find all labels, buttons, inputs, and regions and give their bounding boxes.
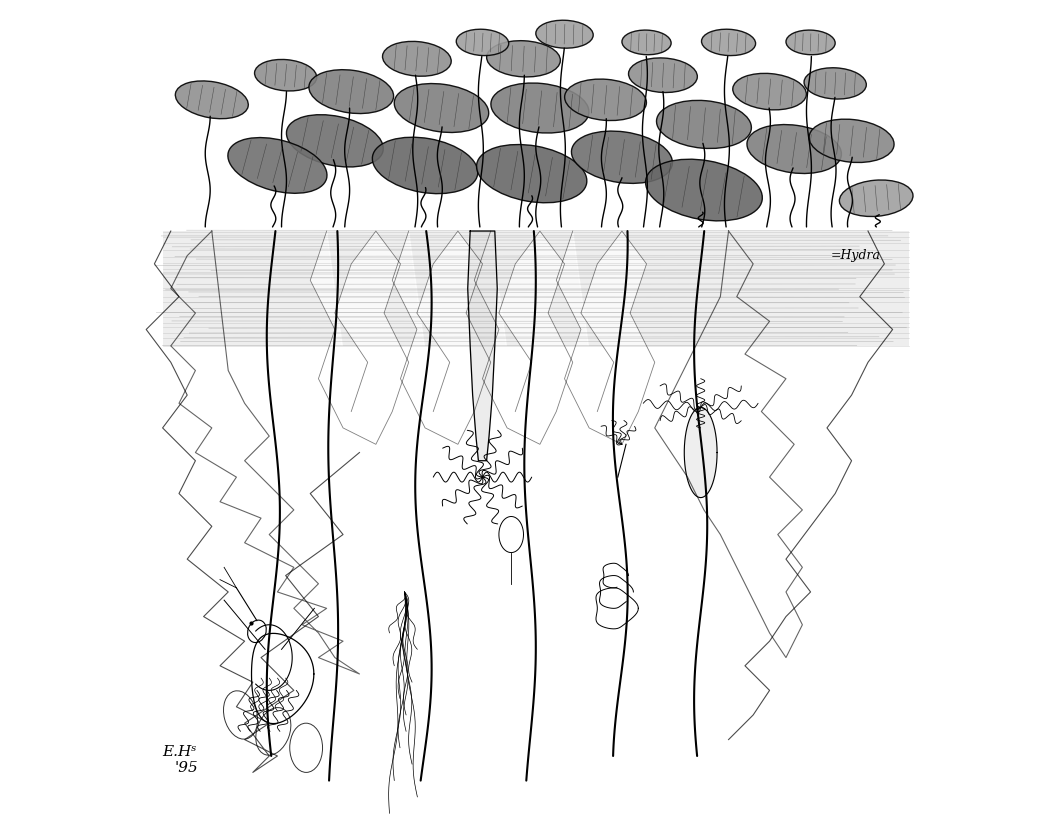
Text: E.Hˢ: E.Hˢ [162, 745, 197, 759]
Ellipse shape [175, 81, 248, 119]
Ellipse shape [747, 124, 842, 174]
Ellipse shape [564, 79, 646, 120]
Text: =Hydra: =Hydra [831, 249, 882, 263]
Ellipse shape [733, 73, 806, 110]
Ellipse shape [646, 159, 762, 221]
Ellipse shape [287, 114, 383, 167]
Ellipse shape [536, 21, 594, 49]
Ellipse shape [254, 59, 316, 91]
Ellipse shape [491, 83, 588, 133]
Polygon shape [310, 231, 408, 444]
Ellipse shape [628, 58, 697, 92]
Bar [162, 231, 909, 346]
Ellipse shape [487, 40, 560, 77]
Polygon shape [685, 407, 717, 498]
Text: '95: '95 [175, 761, 199, 775]
Polygon shape [556, 231, 654, 444]
Ellipse shape [701, 30, 756, 56]
Ellipse shape [840, 180, 913, 216]
Ellipse shape [309, 70, 394, 114]
Ellipse shape [395, 84, 489, 133]
Ellipse shape [809, 119, 894, 162]
Ellipse shape [622, 30, 671, 54]
Ellipse shape [572, 131, 672, 184]
Polygon shape [393, 231, 491, 444]
Ellipse shape [382, 41, 451, 77]
Ellipse shape [804, 67, 866, 99]
Ellipse shape [456, 30, 509, 56]
Ellipse shape [786, 30, 836, 54]
Ellipse shape [476, 145, 586, 202]
Ellipse shape [228, 137, 327, 193]
Polygon shape [468, 231, 497, 461]
Ellipse shape [373, 137, 477, 193]
Polygon shape [474, 231, 573, 444]
Ellipse shape [656, 100, 752, 148]
